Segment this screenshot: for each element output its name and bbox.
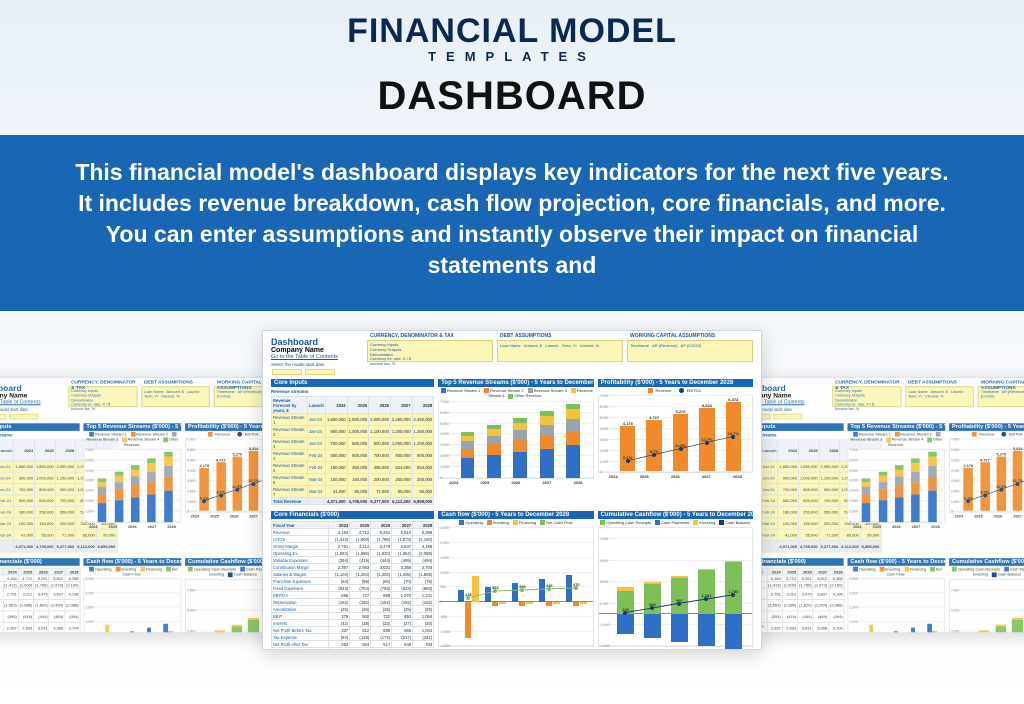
assumption-box-wc[interactable]: WORKING CAPITAL ASSUMPTIONS Timeframe AR… (627, 340, 753, 362)
section-revenue-streams: Top 5 Revenue Streams ($'000) - 5 Years … (848, 423, 946, 431)
brand-title: FINANCIAL MODEL (0, 12, 1024, 51)
assumption-box-debt[interactable]: DEBT ASSUMPTIONS Loan Name Amount, $ Lau… (497, 340, 623, 362)
revenue-legend: Revenue Stream 1Revenue Stream 2Revenue … (438, 388, 593, 399)
revenue-legend: Revenue Stream 1Revenue Stream 2Revenue … (848, 432, 946, 447)
brand-subtitle: TEMPLATES (0, 49, 1024, 64)
description-text: This financial model's dashboard display… (75, 159, 948, 278)
cashflow-legend: OperatingInvestingFinancingNet Cash Flow (438, 520, 593, 525)
row-charts-2: Core Financials ($'000) Fiscal Year20242… (271, 507, 753, 650)
section-revenue-streams: Top 5 Revenue Streams ($'000) - 5 Years … (84, 423, 182, 431)
toc-link[interactable]: Go to the Table of Contents (0, 400, 41, 406)
cashflow-chart: -1,500-1,000-50005001,0001,5002,0002,500… (438, 527, 593, 647)
core-financials-table: Fiscal Year20242025202620272028Revenue4,… (271, 521, 434, 650)
sheet-title: Dashboard (0, 383, 63, 393)
core-financials-table: Fiscal Year20242025202620272028Revenue4,… (0, 568, 81, 634)
company-name: Company Name (0, 393, 63, 400)
cumcash-legend: Operating Cash ReceiptsCash PaymentsInve… (598, 520, 753, 525)
dashboard-sheet-left: Dashboard Company Name Go to the Table o… (0, 377, 292, 634)
assumption-box-debt[interactable]: DEBT ASSUMPTIONS Loan Name Amount, $ Lau… (905, 386, 974, 407)
section-cashflow: Cash flow ($'000) - 5 Years to December … (438, 511, 593, 519)
section-revenue-streams: Top 5 Revenue Streams ($'000) - 5 Years … (438, 379, 593, 387)
profitability-legend: Revenue EBITDA (949, 432, 1024, 437)
cashflow-chart: -1,500-1,000-50005001,0001,5002,0002,500… (84, 579, 182, 634)
page-title: DASHBOARD (0, 74, 1024, 119)
section-core-financials: Core Financials ($'000) (271, 511, 434, 519)
profitability-legend: Revenue EBITDA (598, 388, 753, 393)
row-top: Dashboard Company Name Go to the Table o… (271, 337, 753, 375)
revenue-legend: Revenue Stream 1Revenue Stream 2Revenue … (84, 432, 182, 447)
sheet-title: Dashboard (271, 337, 361, 347)
row-top: Dashboard Company Name Go to the Table o… (0, 383, 283, 419)
section-cumulative-cashflow: Cumulative Cashflow ($'000) - 5 Years to… (949, 558, 1024, 566)
profitability-chart: 01,0002,0003,0004,0005,0006,0007,0004,17… (598, 395, 753, 473)
row-charts-2: Core Financials ($'000) Fiscal Year20242… (0, 554, 283, 633)
description-band: This financial model's dashboard display… (0, 135, 1024, 311)
section-cashflow: Cash flow ($'000) - 5 Years to December … (848, 558, 946, 566)
section-core-financials: Core Financials ($'000) (0, 558, 80, 566)
section-cumulative-cashflow: Cumulative Cashflow ($'000) - 5 Years to… (598, 511, 753, 519)
assumption-box-debt[interactable]: DEBT ASSUMPTIONS Loan Name Amount, $ Lau… (141, 386, 210, 407)
cumulative-cashflow-chart: -3,000-1,0001,0003,0005,0007,00012554999… (598, 527, 753, 647)
row-top: Dashboard Company Name Go to the Table o… (741, 383, 1024, 419)
assumption-box-currency[interactable]: CURRENCY, DENOMINATOR & TAX Currency Inp… (367, 340, 493, 362)
profitability-chart: 01,0002,0003,0004,0005,0006,0007,0004,17… (949, 439, 1024, 513)
section-core-inputs: Core Inputs (0, 423, 80, 431)
row-charts-1: Core Inputs Revenue streams Revenue Fore… (0, 420, 283, 553)
assumption-box-currency[interactable]: CURRENCY, DENOMINATOR & TAX Currency Inp… (68, 386, 137, 407)
revenue-stacked-chart: 01,0002,0003,0004,0005,0006,0007,000 (438, 401, 593, 479)
cumcash-legend: Operating Cash ReceiptsCash PaymentsInve… (949, 567, 1024, 577)
revenue-stacked-chart: 01,0002,0003,0004,0005,0006,0007,000 (84, 449, 182, 523)
assumption-box-currency[interactable]: CURRENCY, DENOMINATOR & TAX Currency Inp… (832, 386, 901, 407)
cashflow-legend: OperatingInvestingFinancingNet Cash Flow (84, 567, 182, 577)
revenue-forecast-table: Revenue Forecast by years, $Launch202420… (271, 396, 434, 505)
revenue-stacked-chart: 01,0002,0003,0004,0005,0006,0007,000 (848, 449, 946, 523)
row-charts-1: Core Inputs Revenue streams Revenue Fore… (271, 375, 753, 505)
assumption-box-wc[interactable]: WORKING CAPITAL ASSUMPTIONS Timeframe AR… (978, 386, 1024, 407)
dashboard-sheet-center: Dashboard Company Name Go to the Table o… (262, 330, 762, 650)
section-profitability: Profitability ($'000) - 5 Years to Decem… (598, 379, 753, 387)
header: FINANCIAL MODEL TEMPLATES DASHBOARD (0, 0, 1024, 119)
cumulative-cashflow-chart: -3,000-1,0001,0003,0005,0007,00012554999… (949, 579, 1024, 633)
row-charts-2: Core Financials ($'000) Fiscal Year20242… (741, 554, 1024, 633)
toc-link[interactable]: Go to the Table of Contents (271, 354, 338, 360)
section-cashflow: Cash flow ($'000) - 5 Years to December … (84, 558, 182, 566)
company-name: Company Name (271, 347, 361, 354)
section-core-inputs: Core Inputs (271, 379, 434, 387)
dashboard-stage: Dashboard Company Name Go to the Table o… (0, 330, 1024, 704)
dashboard-sheet-right: Dashboard Company Name Go to the Table o… (733, 377, 1024, 634)
cashflow-chart: -1,500-1,000-50005001,0001,5002,0002,500… (848, 579, 946, 634)
row-charts-1: Core Inputs Revenue streams Revenue Fore… (741, 420, 1024, 553)
section-profitability: Profitability ($'000) - 5 Years to Decem… (949, 423, 1024, 431)
cashflow-legend: OperatingInvestingFinancingNet Cash Flow (848, 567, 946, 577)
